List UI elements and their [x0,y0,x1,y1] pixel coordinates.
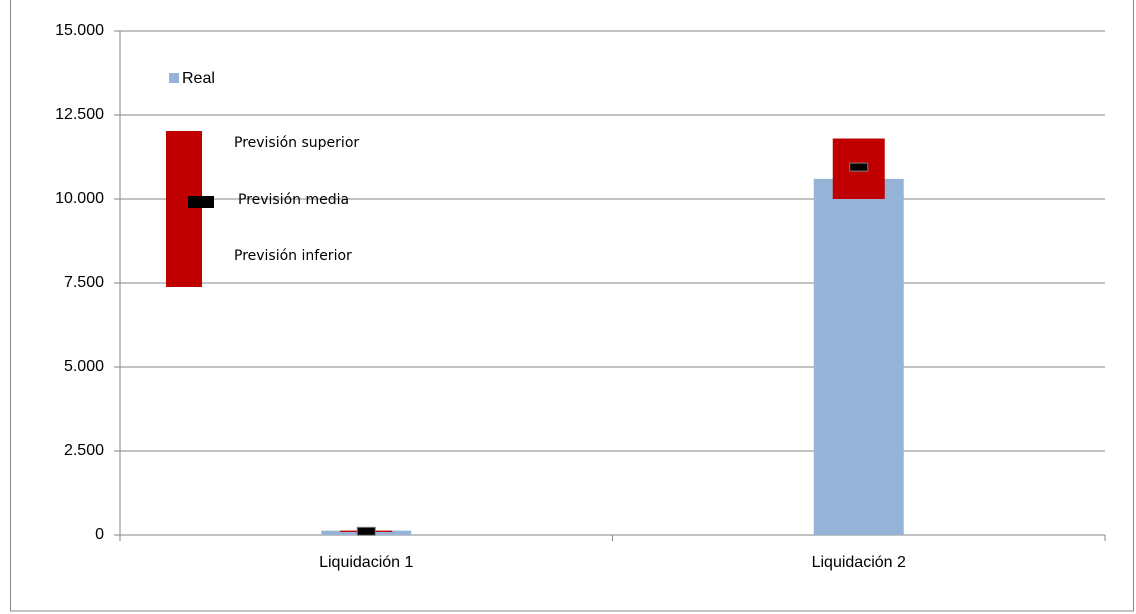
y-tick-label: 7.500 [64,274,104,291]
forecast-mean [356,526,376,536]
legend-swatch [169,73,179,83]
y-tick-label: 12.500 [55,106,104,123]
legend-swatch [188,196,214,208]
y-tick-label: 0 [95,526,104,543]
x-tick-label: Liquidación 1 [319,554,413,571]
y-tick-label: 15.000 [55,22,104,39]
legend-label: Real [182,70,215,87]
legend-label: Previsión superior [234,135,359,151]
forecast-mean [849,162,869,172]
bar [813,178,904,535]
chart-frame [10,0,1134,612]
y-tick-label: 2.500 [64,442,104,459]
legend-label: Previsión media [238,192,349,208]
legend-swatch [166,131,202,287]
x-tick-label: Liquidación 2 [812,554,906,571]
y-tick-label: 10.000 [55,190,104,207]
legend-label: Previsión inferior [234,248,352,264]
y-tick-label: 5.000 [64,358,104,375]
